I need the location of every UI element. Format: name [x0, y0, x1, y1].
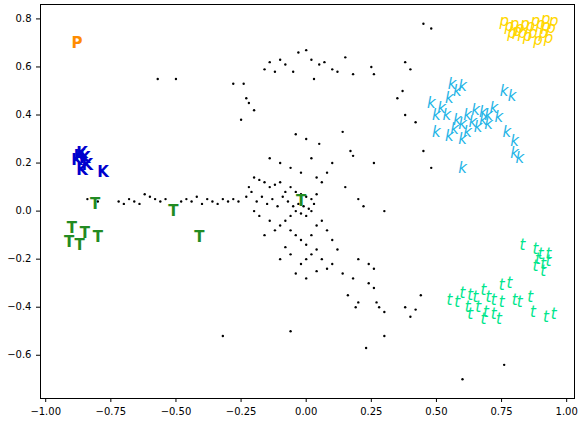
- svg-text:0.4: 0.4: [16, 109, 32, 120]
- svg-text:k: k: [463, 123, 473, 141]
- svg-text:−1.00: −1.00: [30, 406, 61, 417]
- svg-text:−0.25: −0.25: [226, 406, 257, 417]
- svg-text:t: t: [546, 252, 553, 270]
- svg-text:P: P: [71, 34, 82, 52]
- svg-text:0.6: 0.6: [16, 61, 32, 72]
- svg-text:p: p: [522, 27, 533, 45]
- svg-text:K: K: [97, 163, 110, 181]
- svg-text:K: K: [76, 144, 89, 162]
- svg-text:p: p: [532, 31, 543, 49]
- svg-text:k: k: [479, 111, 489, 129]
- svg-text:0.75: 0.75: [490, 406, 512, 417]
- svg-text:K: K: [76, 161, 89, 179]
- svg-text:t: t: [517, 293, 524, 311]
- svg-text:k: k: [458, 77, 468, 95]
- svg-text:T: T: [74, 236, 85, 254]
- svg-text:t: t: [543, 308, 550, 326]
- svg-text:t: t: [447, 291, 454, 309]
- svg-text:T: T: [168, 202, 179, 220]
- svg-text:−0.50: −0.50: [161, 406, 192, 417]
- svg-text:t: t: [499, 293, 506, 311]
- svg-text:0.25: 0.25: [360, 406, 382, 417]
- svg-text:p: p: [543, 29, 554, 47]
- svg-text:0.0: 0.0: [16, 205, 32, 216]
- svg-text:T: T: [90, 195, 101, 213]
- svg-text:k: k: [495, 108, 505, 126]
- svg-text:k: k: [508, 87, 518, 105]
- svg-text:t: t: [480, 310, 487, 328]
- svg-text:p: p: [511, 22, 522, 40]
- svg-text:t: t: [506, 274, 513, 292]
- svg-text:−0.2: −0.2: [7, 253, 31, 264]
- svg-text:k: k: [450, 120, 460, 138]
- svg-text:T: T: [93, 228, 104, 246]
- svg-text:t: t: [454, 293, 461, 311]
- svg-text:T: T: [64, 233, 75, 251]
- svg-text:t: t: [532, 257, 539, 275]
- svg-text:t: t: [467, 305, 474, 323]
- svg-text:k: k: [515, 149, 525, 167]
- svg-text:0.50: 0.50: [425, 406, 447, 417]
- svg-text:k: k: [458, 159, 468, 177]
- svg-text:k: k: [432, 123, 442, 141]
- svg-text:t: t: [551, 305, 558, 323]
- svg-text:T: T: [296, 192, 307, 210]
- svg-text:−0.75: −0.75: [96, 406, 127, 417]
- svg-text:−0.6: −0.6: [7, 349, 31, 360]
- svg-text:t: t: [496, 310, 503, 328]
- svg-text:0.00: 0.00: [295, 406, 317, 417]
- svg-text:1.00: 1.00: [556, 406, 578, 417]
- svg-text:k: k: [432, 106, 442, 124]
- svg-text:T: T: [194, 228, 205, 246]
- svg-text:t: t: [499, 276, 506, 294]
- svg-text:t: t: [530, 303, 537, 321]
- svg-text:−0.4: −0.4: [7, 301, 31, 312]
- svg-text:0.2: 0.2: [16, 157, 32, 168]
- svg-text:0.8: 0.8: [16, 13, 32, 24]
- svg-text:t: t: [540, 262, 547, 280]
- svg-text:k: k: [445, 89, 455, 107]
- svg-text:t: t: [519, 236, 526, 254]
- svg-text:p: p: [540, 10, 551, 28]
